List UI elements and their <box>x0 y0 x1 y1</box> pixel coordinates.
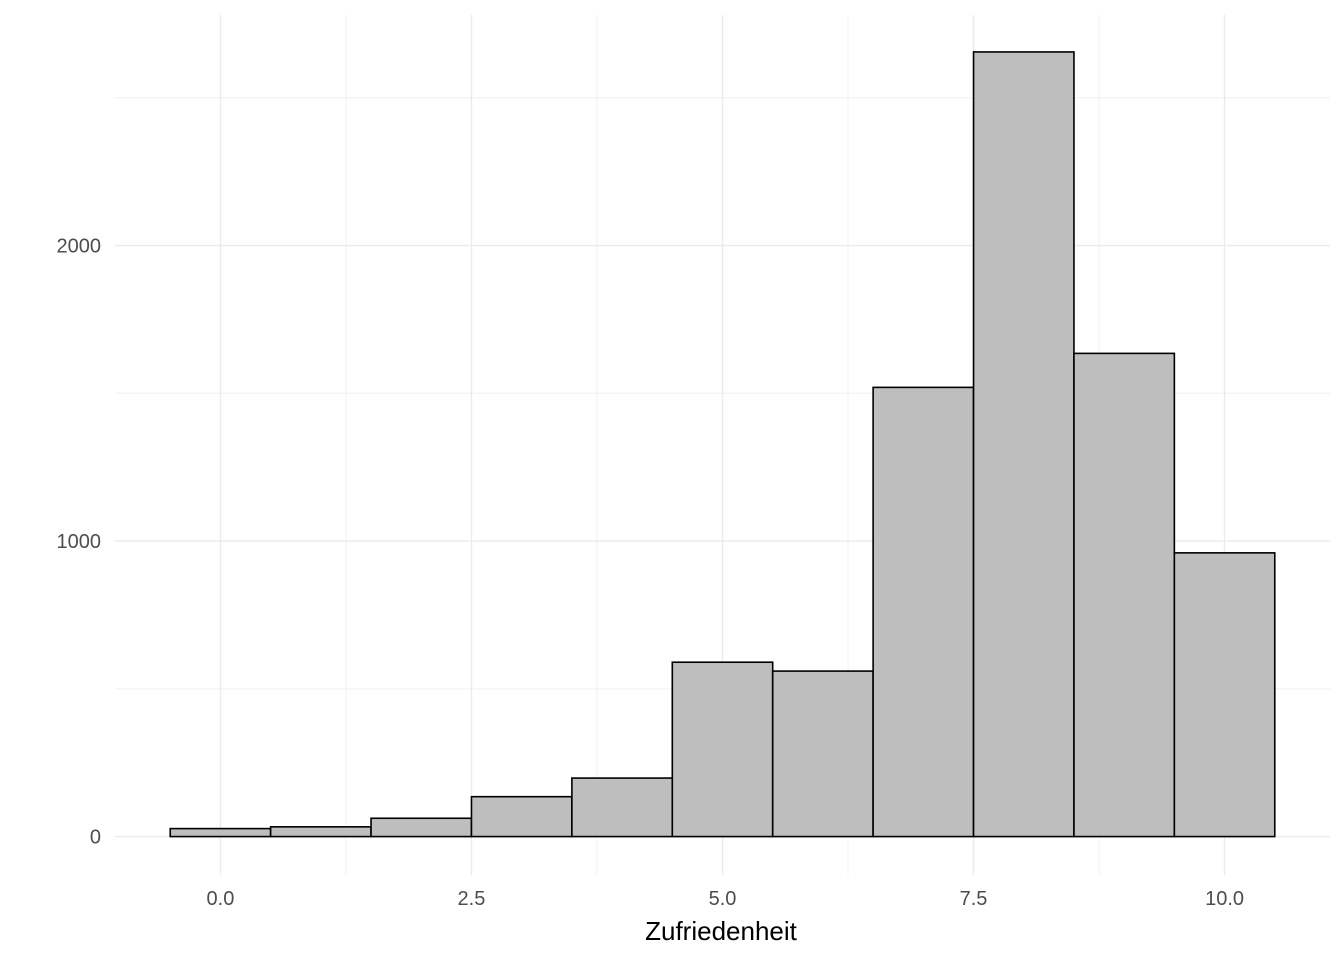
histogram-bar-10 <box>1173 552 1276 838</box>
y-axis-ticks: 0 1000 2000 <box>57 236 102 849</box>
y-tick-label: 1000 <box>57 531 102 553</box>
x-axis-title: Zufriedenheit <box>645 916 798 946</box>
histogram-bar-4 <box>571 777 674 838</box>
x-tick-label: 2.5 <box>458 888 486 910</box>
histogram-bar-6 <box>771 670 874 838</box>
histogram-bar-0 <box>169 827 272 838</box>
y-tick-label: 2000 <box>57 236 102 258</box>
histogram-bar-5 <box>671 661 774 838</box>
histogram-bar-7 <box>872 386 975 838</box>
y-tick-label: 0 <box>90 827 101 849</box>
x-tick-label: 10.0 <box>1205 888 1244 910</box>
histogram-bar-8 <box>972 51 1075 838</box>
histogram-bar-2 <box>370 817 473 838</box>
histogram-bar-1 <box>269 826 372 838</box>
x-tick-label: 0.0 <box>207 888 235 910</box>
x-tick-label: 5.0 <box>709 888 737 910</box>
x-axis-ticks: 0.0 2.5 5.0 7.5 10.0 <box>207 888 1245 910</box>
histogram-bars <box>169 51 1276 838</box>
x-tick-label: 7.5 <box>960 888 988 910</box>
histogram-bar-3 <box>470 795 573 838</box>
histogram-bar-9 <box>1073 352 1176 838</box>
